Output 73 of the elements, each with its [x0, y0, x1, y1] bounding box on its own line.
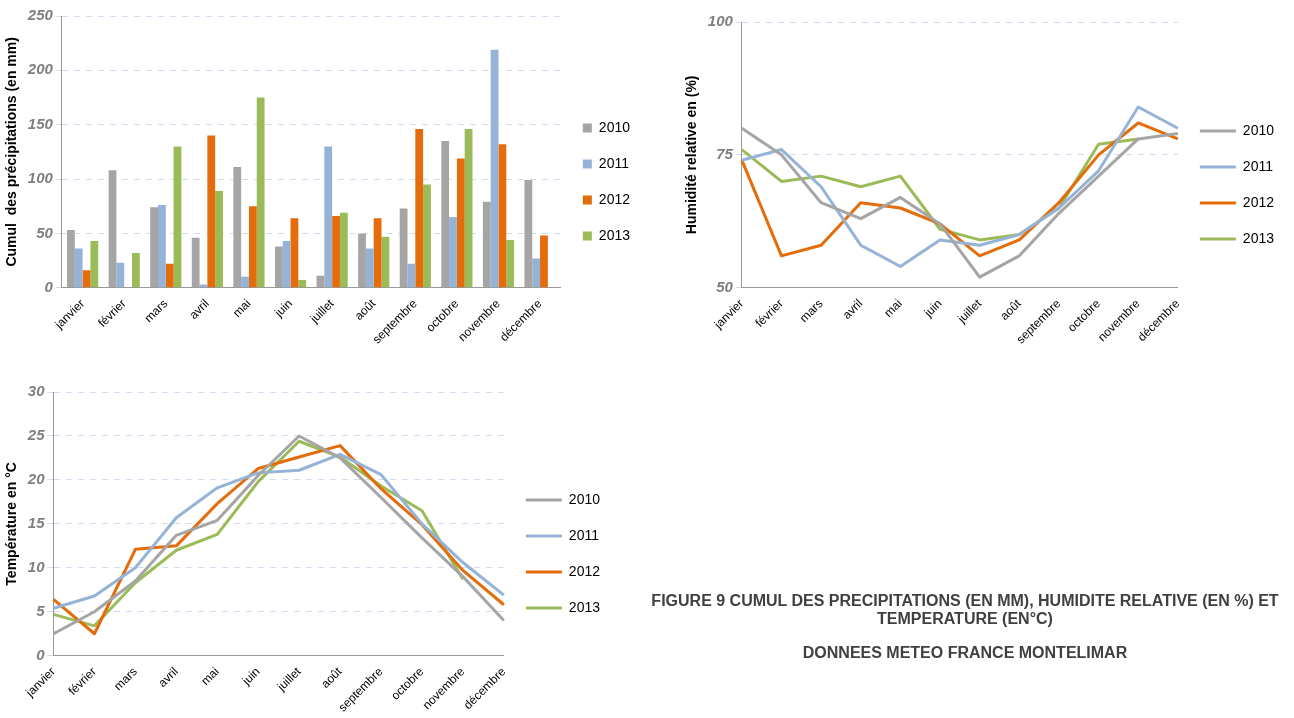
- bar: [332, 215, 340, 288]
- legend-label: 2012: [1242, 193, 1275, 210]
- x-tick-label: août: [318, 663, 346, 691]
- bar: [464, 129, 473, 288]
- bar: [498, 144, 507, 288]
- bar: [449, 217, 457, 288]
- y-tick-label: 0: [44, 277, 54, 295]
- bar: [423, 184, 431, 288]
- text: DONNEES METEO FRANCE MONTELIMAR: [801, 644, 1129, 662]
- bar: [540, 235, 548, 288]
- bar: [506, 239, 515, 288]
- bar: [415, 129, 424, 288]
- bar: [207, 135, 216, 288]
- legend-label: 2010: [598, 118, 631, 135]
- y-axis-title: Cumul des précipitations (en mm): [3, 37, 20, 267]
- y-tick-label: 200: [26, 60, 54, 78]
- y-tick-label: 20: [26, 470, 46, 488]
- bar: [82, 270, 91, 288]
- bar: [256, 97, 265, 288]
- y-tick-label: 10: [27, 557, 46, 575]
- x-tick-label: juin: [920, 296, 945, 321]
- x-tick-label: juin: [271, 296, 296, 321]
- bar: [532, 258, 541, 288]
- y-tick-label: 25: [26, 426, 46, 444]
- bar: [298, 280, 307, 288]
- bar: [339, 212, 348, 288]
- legend-label: 2011: [568, 526, 600, 543]
- bar: [74, 248, 83, 288]
- legend-label: 2012: [598, 190, 631, 207]
- legend-label: 2011: [1242, 157, 1274, 174]
- bar: [490, 49, 499, 288]
- legend-label: 2010: [568, 490, 601, 507]
- bar: [248, 206, 257, 288]
- caption: FIGURE 9 CUMUL DES PRECIPITATIONS (EN MM), HUMIDITE RELATIVE (EN %) ET TEMPERATURE (EN°C): [650, 592, 1280, 628]
- legend-label: 2011: [598, 154, 630, 171]
- bar: [173, 146, 182, 288]
- y-axis-title: Humidité relative en (%): [683, 75, 700, 235]
- x-tick-label: juin: [238, 664, 263, 689]
- legend-label: 2013: [568, 598, 601, 615]
- bar: [241, 276, 249, 288]
- bar: [215, 190, 223, 288]
- x-tick-label: mai: [881, 296, 905, 320]
- x-tick-label: mai: [229, 296, 254, 320]
- bar: [165, 263, 174, 288]
- x-tick-label: août: [351, 295, 379, 323]
- x-tick-label: mai: [198, 664, 222, 688]
- y-tick-label: 50: [716, 277, 734, 295]
- bar: [116, 262, 125, 288]
- y-tick-label: 100: [27, 169, 54, 187]
- y-tick-label: 30: [27, 382, 46, 400]
- y-tick-label: 50: [36, 223, 54, 241]
- y-tick-label: 0: [36, 645, 46, 663]
- legend-label: 2012: [568, 562, 601, 579]
- y-axis-title: Température en °C: [3, 462, 20, 586]
- legend-label: 2013: [1242, 229, 1275, 246]
- y-tick-label: 250: [26, 6, 54, 24]
- bar: [282, 240, 291, 288]
- bar: [373, 218, 382, 288]
- bar: [199, 284, 208, 288]
- y-tick-label: 75: [716, 145, 734, 162]
- y-tick-label: 150: [27, 114, 54, 132]
- bar: [90, 240, 99, 288]
- bar: [365, 248, 374, 288]
- legend-label: 2010: [1242, 121, 1275, 138]
- bar: [157, 205, 166, 288]
- y-tick-label: 5: [36, 601, 46, 619]
- y-tick-label: 15: [27, 514, 46, 531]
- legend-label: 2013: [598, 226, 631, 243]
- bar: [324, 146, 333, 288]
- bar: [290, 218, 299, 288]
- bar: [456, 158, 465, 288]
- bar: [132, 252, 140, 288]
- y-tick-label: 100: [707, 12, 734, 30]
